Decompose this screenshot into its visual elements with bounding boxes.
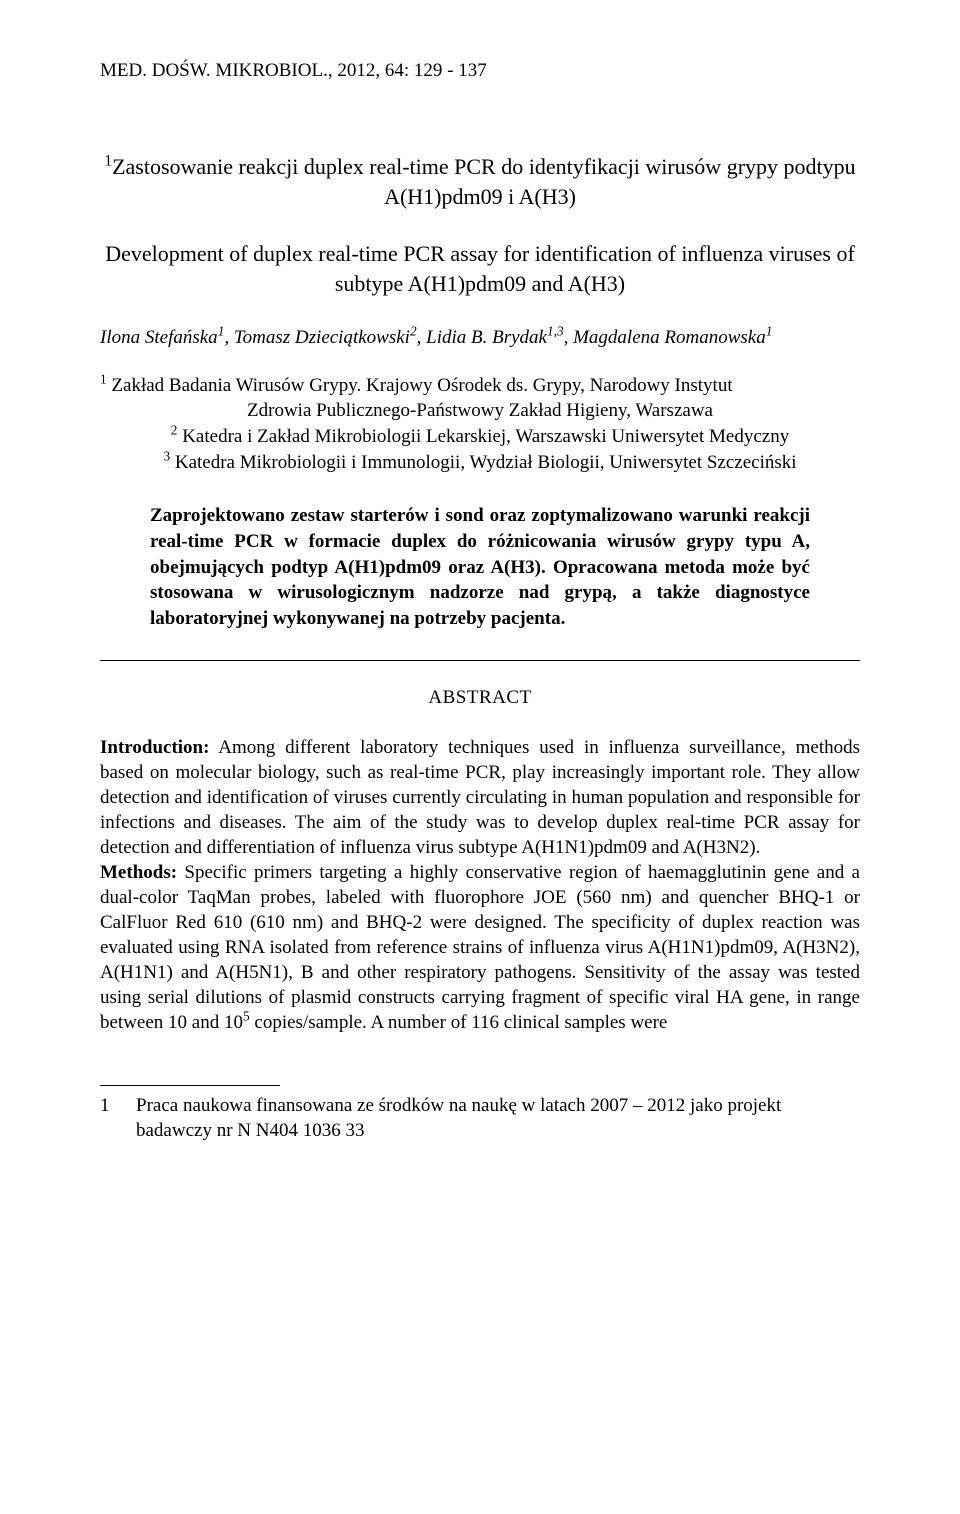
author-3: Lidia B. Brydak xyxy=(426,327,547,348)
title-english-text: Development of duplex real-time PCR assa… xyxy=(105,241,855,296)
footnote-text: Praca naukowa finansowana ze środków na … xyxy=(136,1094,860,1143)
methods-exponent: 5 xyxy=(243,1009,250,1024)
title-polish-text: Zastosowanie reakcji duplex real-time PC… xyxy=(112,154,856,209)
title-english: Development of duplex real-time PCR assa… xyxy=(100,239,860,298)
abstract-heading: ABSTRACT xyxy=(100,687,860,709)
affiliation-1-line1: 1 Zakład Badania Wirusów Grypy. Krajowy … xyxy=(100,373,860,399)
title-footnote-ref: 1 xyxy=(104,153,112,170)
author-1-affil: 1 xyxy=(218,323,225,338)
polish-summary: Zaprojektowano zestaw starterów i sond o… xyxy=(150,503,810,631)
journal-name: MED. DOŚW. MIKROBIOL. xyxy=(100,60,328,81)
authors-line: Ilona Stefańska1, Tomasz Dzieciątkowski2… xyxy=(100,327,860,349)
methods-text-1: Specific primers targeting a highly cons… xyxy=(100,862,860,1033)
affil-1-lead: Zakład Badania Wirusów Grypy. Krajowy Oś… xyxy=(107,375,733,396)
title-polish: 1Zastosowanie reakcji duplex real-time P… xyxy=(100,152,860,211)
journal-pages: 129 - 137 xyxy=(414,60,487,81)
section-divider xyxy=(100,660,860,661)
affil-3-text: Katedra Mikrobiologii i Immunologii, Wyd… xyxy=(170,452,796,473)
author-4-affil: 1 xyxy=(766,323,773,338)
journal-citation: MED. DOŚW. MIKROBIOL., 2012, 64: 129 - 1… xyxy=(100,60,860,82)
author-2: Tomasz Dzieciątkowski xyxy=(234,327,410,348)
journal-volume: 64 xyxy=(385,60,404,81)
footnote-rule xyxy=(100,1085,280,1086)
footnote-number: 1 xyxy=(100,1094,136,1143)
affiliation-1-line2: Zdrowia Publicznego-Państwowy Zakład Hig… xyxy=(100,398,860,424)
affiliations-block: 1 Zakład Badania Wirusów Grypy. Krajowy … xyxy=(100,373,860,476)
author-2-affil: 2 xyxy=(410,323,417,338)
author-4: Magdalena Romanowska xyxy=(573,327,766,348)
methods-label: Methods: xyxy=(100,862,177,883)
intro-label: Introduction: xyxy=(100,737,209,758)
affil-2-text: Katedra i Zakład Mikrobiologii Lekarskie… xyxy=(177,426,789,447)
author-3-affil: 1,3 xyxy=(547,323,564,338)
affiliation-2: 2 Katedra i Zakład Mikrobiologii Lekarsk… xyxy=(100,424,860,450)
affiliation-3: 3 Katedra Mikrobiologii i Immunologii, W… xyxy=(100,450,860,476)
intro-text: Among different laboratory techniques us… xyxy=(100,737,860,858)
methods-text-2: copies/sample. A number of 116 clinical … xyxy=(250,1012,668,1033)
journal-year: 2012 xyxy=(337,60,375,81)
footnote: 1 Praca naukowa finansowana ze środków n… xyxy=(100,1094,860,1143)
abstract-body: Introduction: Among different laboratory… xyxy=(100,735,860,1036)
author-1: Ilona Stefańska xyxy=(100,327,218,348)
affil-1-sup: 1 xyxy=(100,371,107,386)
